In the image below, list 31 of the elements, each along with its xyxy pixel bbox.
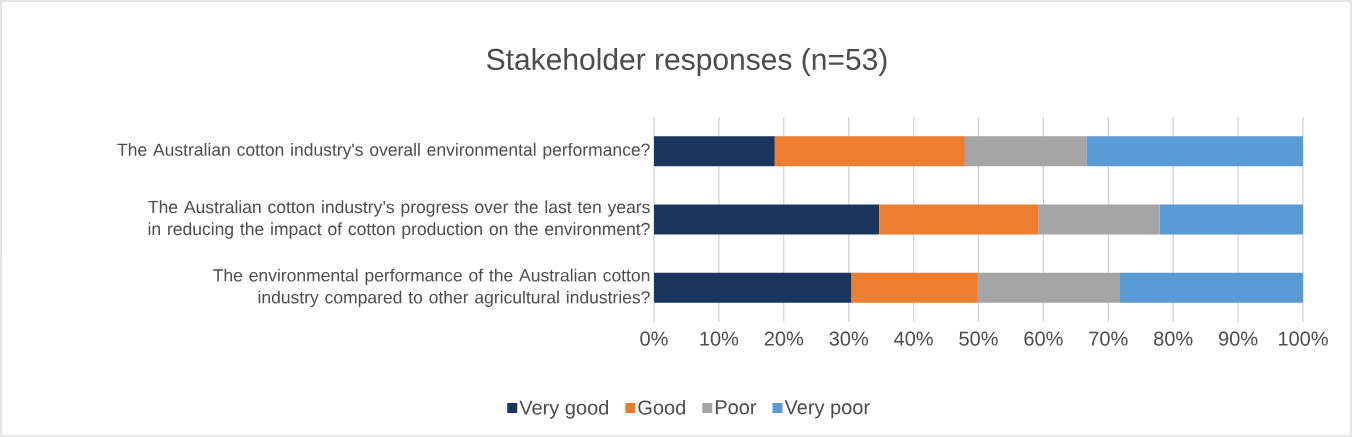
bar (774, 136, 965, 167)
x-tick-label: 30% (829, 331, 868, 346)
x-tick-label: 100% (1278, 331, 1328, 346)
x-tick-label: 50% (959, 331, 998, 346)
x-tick-label: 0% (640, 331, 668, 346)
legend-label: Poor (715, 400, 757, 415)
y-tick-label: The Australian cotton industry's overall environmental performance? (117, 143, 650, 160)
legend-label: Good (638, 400, 685, 415)
bar (1086, 136, 1303, 167)
x-tick-label: 80% (1154, 331, 1193, 346)
x-tick-label: 10% (700, 331, 739, 346)
bar (654, 136, 775, 167)
bar (1038, 204, 1160, 235)
x-tick-label: 40% (894, 331, 933, 346)
bar (977, 272, 1120, 303)
bar (851, 272, 978, 303)
bar (1119, 272, 1303, 303)
bar (964, 136, 1087, 167)
bar (1159, 204, 1303, 235)
bar (654, 204, 880, 235)
x-tick-label: 90% (1219, 331, 1258, 346)
y-tick-label: The Australian cotton industry’s progress over the last ten years in reducing the impact of cotton production on the environment? (148, 200, 650, 239)
x-tick-label: 70% (1089, 331, 1128, 346)
legend-label: Very good (519, 400, 609, 419)
chart-title: Stakeholder responses (n=53) (487, 48, 887, 76)
y-tick-label: The environmental performance of the Australian cotton industry compared to other agricultural industries? (213, 268, 650, 307)
legend-label: Very poor (784, 400, 870, 419)
x-tick-label: 60% (1024, 331, 1063, 346)
bar (654, 272, 852, 303)
x-tick-label: 20% (764, 331, 804, 346)
bar (879, 204, 1039, 235)
